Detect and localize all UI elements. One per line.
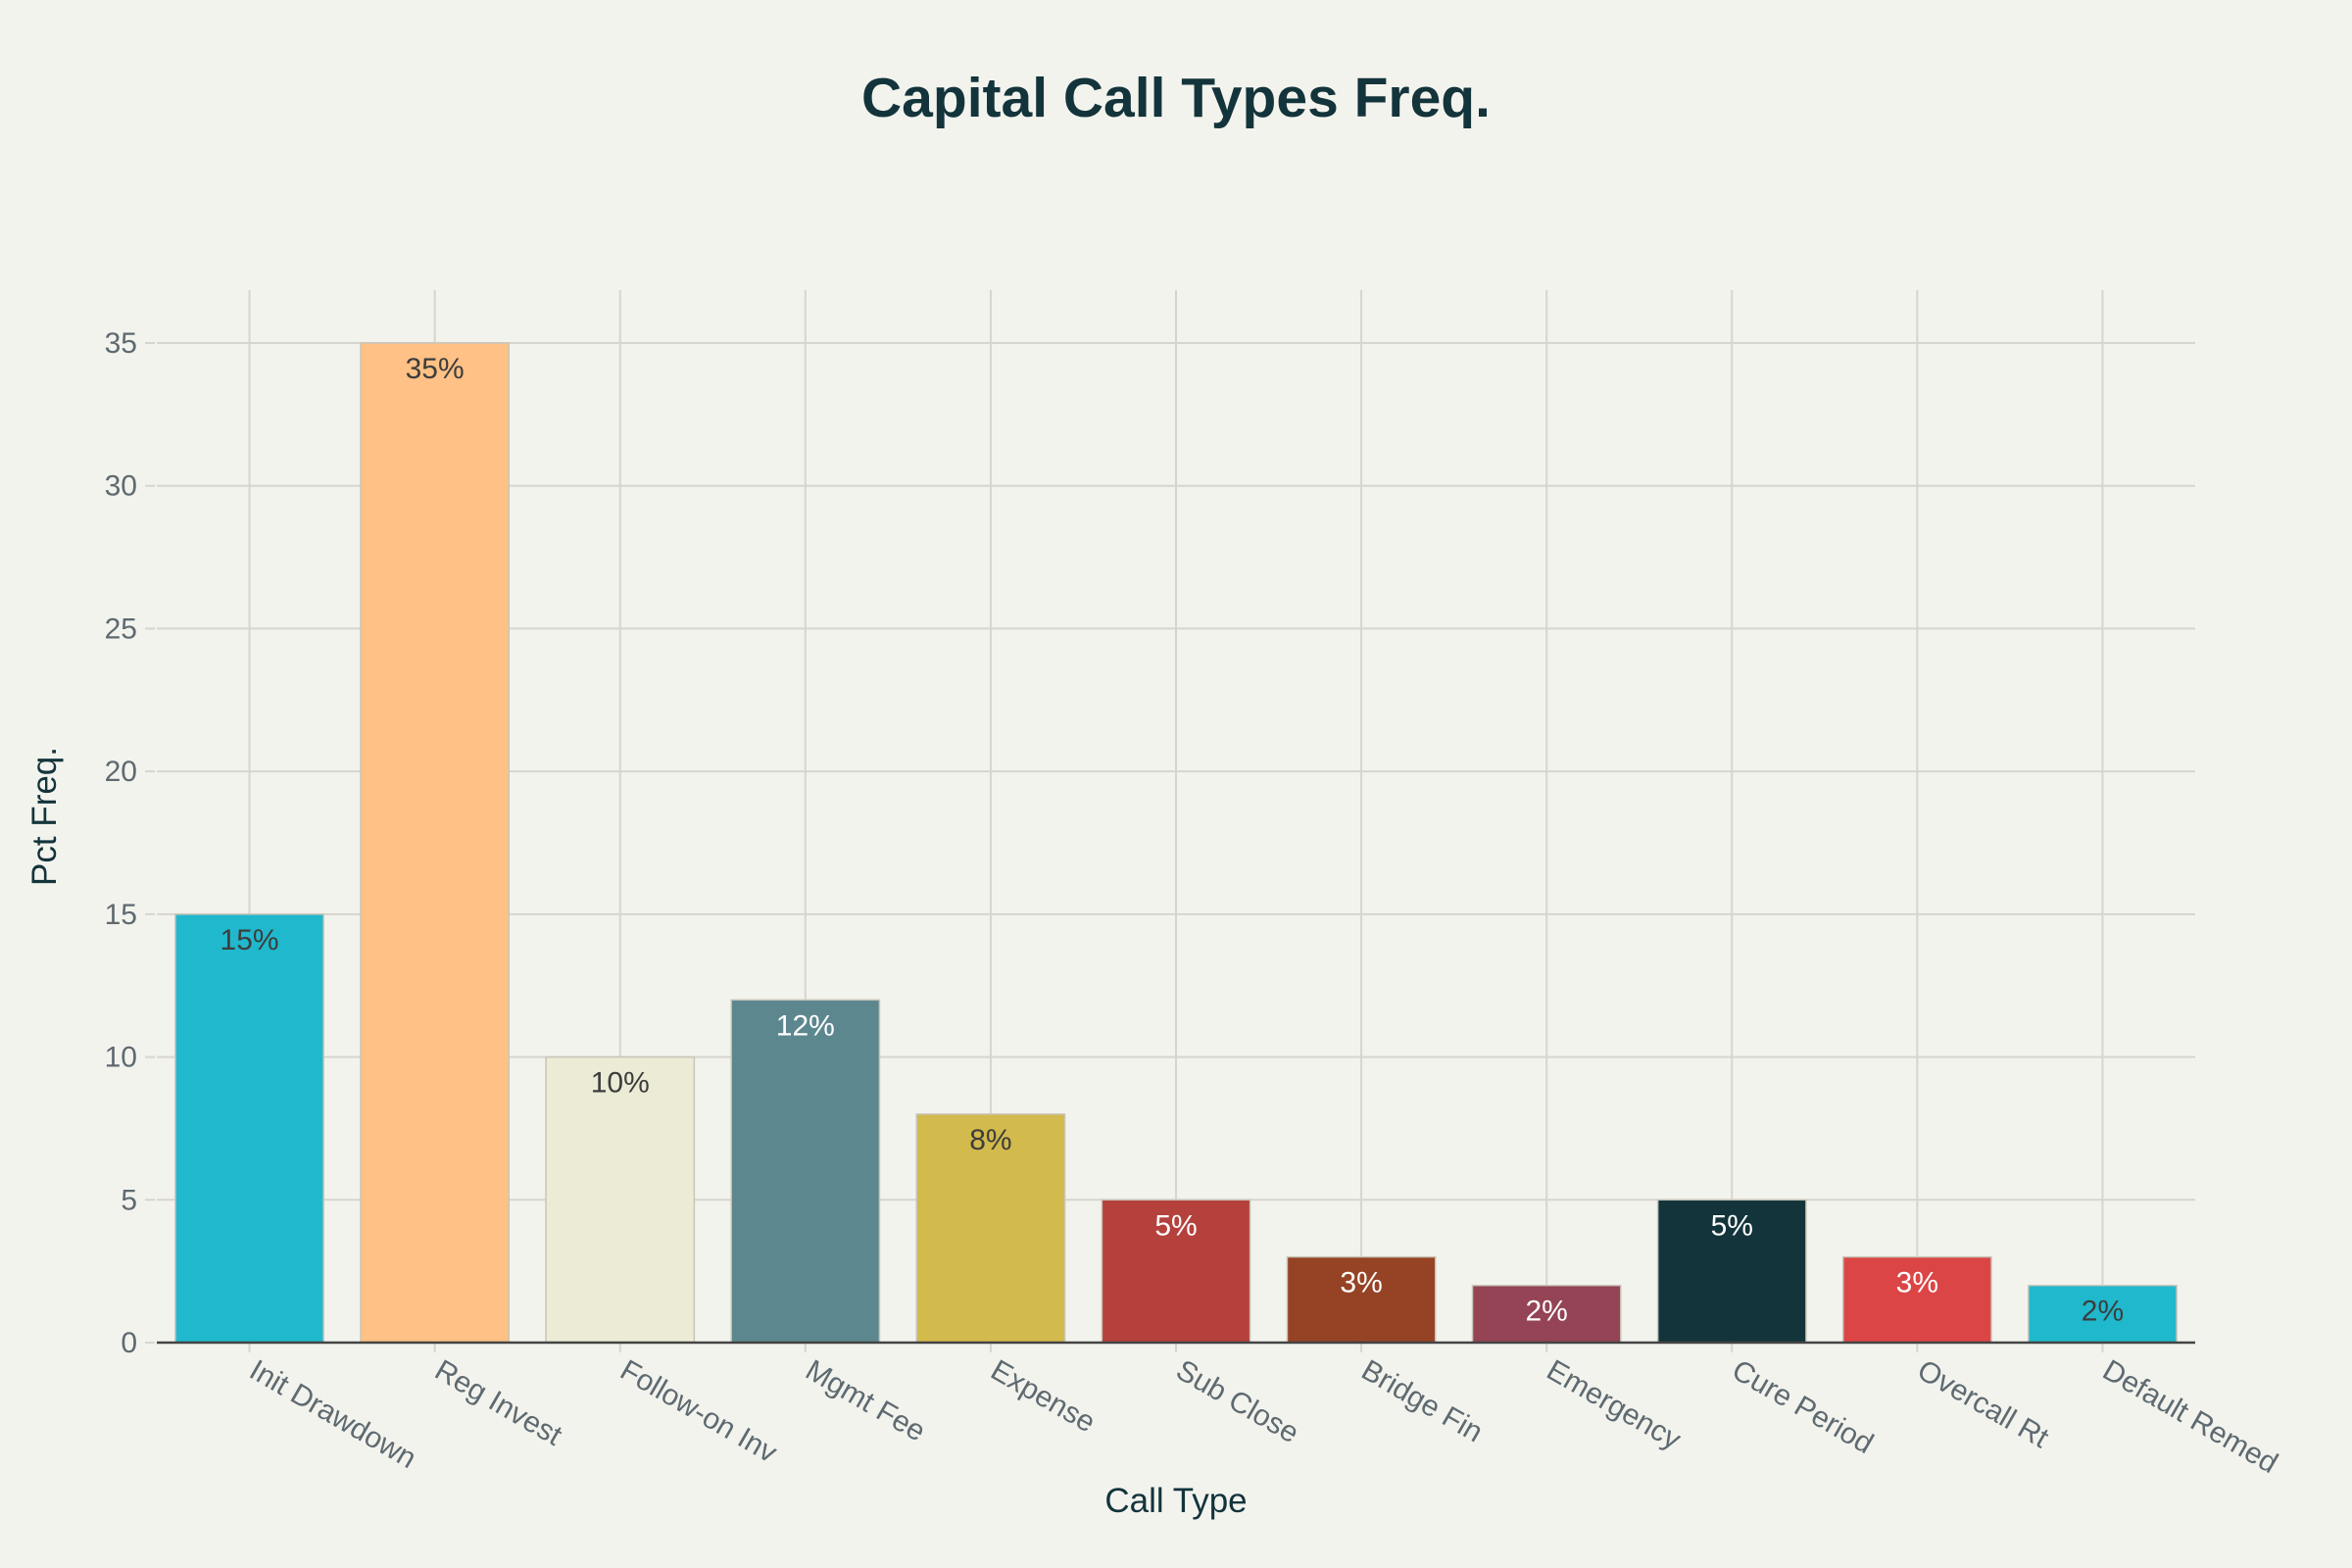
x-tick-label: Overcall Rt [1912, 1353, 2055, 1454]
x-tick-label: Bridge Fin [1356, 1353, 1489, 1448]
x-tick-label: Follow-on Inv [614, 1353, 782, 1469]
bar-cure-period: 5% [1656, 1199, 1807, 1344]
y-tick-label: 25 [105, 612, 137, 645]
bar-rect [360, 342, 511, 1344]
bar-rect [1286, 1255, 1437, 1344]
bar-value-label: 3% [1340, 1267, 1382, 1299]
bar-default-remed: 2% [2028, 1284, 2178, 1344]
bar-bridge-fin: 3% [1286, 1255, 1437, 1344]
y-tick-label: 0 [121, 1327, 137, 1359]
bar-value-label: 2% [2082, 1296, 2124, 1328]
bar-overcall-rt: 3% [1841, 1255, 1992, 1344]
bar-value-label: 2% [1526, 1296, 1568, 1328]
x-tick-label: Init Drawdown [244, 1353, 421, 1475]
bar-sub-close: 5% [1101, 1199, 1251, 1344]
bar-value-label: 5% [1711, 1209, 1753, 1242]
bar-rect [1841, 1255, 1992, 1344]
y-tick-label: 5 [121, 1184, 137, 1216]
chart-title: Capital Call Types Freq. [861, 67, 1491, 129]
y-tick-label: 10 [105, 1042, 137, 1074]
bar-value-label: 35% [406, 353, 465, 385]
x-tick-label: Mgmt Fee [800, 1353, 930, 1447]
x-tick-label: Sub Close [1171, 1353, 1304, 1449]
bar-rect [1656, 1199, 1807, 1344]
bar-value-label: 3% [1896, 1267, 1938, 1299]
bar-value-label: 12% [776, 1009, 835, 1042]
y-axis-title: Pct Freq. [25, 747, 64, 886]
bar-emergency: 2% [1471, 1284, 1622, 1344]
y-tick-labels: 0 5 10 15 20 25 30 35 [105, 327, 137, 1359]
bar-rect [1101, 1199, 1251, 1344]
x-axis-title: Call Type [1104, 1482, 1247, 1520]
x-tick-label: Default Remed [2097, 1353, 2283, 1480]
bars: 15% 35% 10% 12% 8% 5% 3% 2% 5% 3% 2% [174, 342, 2178, 1344]
bar-init-drawdown: 15% [174, 913, 324, 1344]
bar-rect [1471, 1284, 1622, 1344]
y-tick-label: 20 [105, 756, 137, 788]
x-tick-label: Cure Period [1727, 1353, 1879, 1460]
bar-value-label: 5% [1154, 1209, 1197, 1242]
bar-value-label: 15% [220, 924, 279, 956]
bar-reg-invest: 35% [360, 342, 511, 1344]
bar-rect [2028, 1284, 2178, 1344]
x-tick-labels: Init Drawdown Reg Invest Follow-on Inv Mgmt… [244, 1353, 2283, 1480]
x-tick-label: Expense [985, 1353, 1101, 1439]
bar-expense: 8% [915, 1113, 1066, 1344]
y-tick-label: 15 [105, 899, 137, 931]
bar-rect [730, 999, 881, 1344]
bar-value-label: 8% [969, 1124, 1011, 1156]
x-tick-label: Reg Invest [429, 1353, 567, 1452]
bar-rect [545, 1055, 696, 1344]
x-tick-label: Emergency [1542, 1353, 1687, 1455]
bar-rect [174, 913, 324, 1344]
bar-follow-on-inv: 10% [545, 1055, 696, 1344]
bar-rect [915, 1113, 1066, 1344]
x-gridlines [248, 290, 2104, 1352]
bar-value-label: 10% [591, 1067, 650, 1100]
y-tick-label: 30 [105, 470, 137, 503]
y-tick-label: 35 [105, 327, 137, 360]
bar-mgmt-fee: 12% [730, 999, 881, 1344]
